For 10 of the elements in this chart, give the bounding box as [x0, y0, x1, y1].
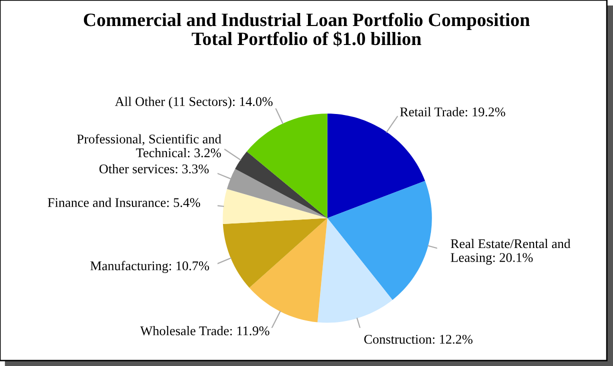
- slice-label: Other services: 3.3%: [99, 164, 209, 174]
- chart-title: Commercial and Industrial Loan Portfolio Composition Total Portfolio of $1.0 billion: [84, 12, 530, 46]
- slice-label: Finance and Insurance: 5.4%: [48, 198, 200, 208]
- slice-label: Professional, Scientific and Technical: 3.2%: [77, 134, 222, 158]
- slice-label: Retail Trade: 19.2%: [400, 107, 506, 116]
- slice-label: All Other (11 Sectors): 14.0%: [114, 96, 273, 109]
- slice-label: Real Estate/Rental and Leasing: 20.1%: [450, 238, 570, 265]
- slice-label: Construction: 12.2%: [364, 334, 472, 344]
- slice-label: Manufacturing: 10.7%: [90, 260, 210, 274]
- slice-label: Wholesale Trade: 11.9%: [140, 326, 270, 336]
